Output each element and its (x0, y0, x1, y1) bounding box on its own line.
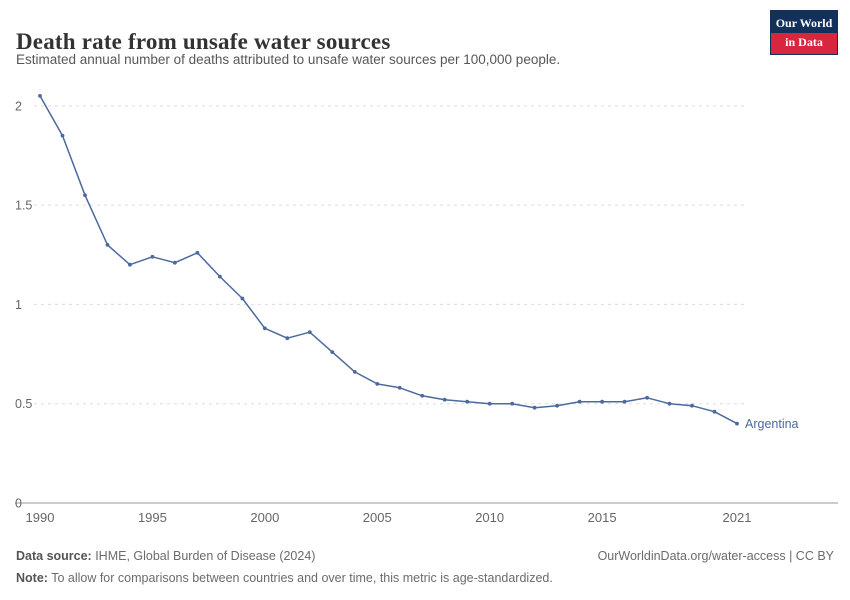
data-point-marker (577, 399, 582, 404)
data-point-marker (555, 403, 559, 408)
data-point-marker (60, 133, 65, 138)
data-point-marker (712, 409, 717, 414)
x-axis-tick-label: 2015 (588, 510, 617, 525)
data-point-marker (397, 385, 402, 390)
data-point-marker (600, 399, 604, 404)
data-point-marker (645, 395, 649, 400)
chart-footer: Data source: IHME, Global Burden of Dise… (0, 538, 850, 590)
y-axis-tick-label: 0.5 (15, 397, 32, 411)
x-axis-tick-label: 2010 (475, 510, 504, 525)
data-point-marker (307, 330, 312, 335)
owid-cc-by-link[interactable]: OurWorldinData.org/water-access | CC BY (597, 549, 834, 563)
data-point-marker (375, 382, 380, 386)
note-text: To allow for comparisons between countri… (47, 570, 553, 585)
x-axis-tick-label: 2005 (363, 510, 392, 525)
data-point-marker (442, 397, 447, 402)
x-axis-tick-label: 1990 (26, 510, 55, 525)
y-axis-tick-label: 2 (15, 99, 22, 113)
data-source-text: IHME, Global Burden of Disease (2024) (91, 549, 316, 563)
note-line: Note: To allow for comparisons between c… (16, 568, 553, 590)
page-title: Death rate from unsafe water sources (16, 29, 391, 55)
y-axis-tick-label: 0 (15, 497, 22, 511)
chart-canvas: 0 0.5 1 1.5 2 1990 1995 2000 2005 2010 2015 2021 Arg… (15, 94, 838, 525)
data-point-marker (83, 193, 87, 198)
data-point-marker (150, 254, 155, 259)
owid-logo-line2: in Data (771, 33, 837, 54)
owid-logo-line1: Our World (775, 16, 833, 30)
series-line (39, 95, 738, 425)
data-point-marker (173, 260, 177, 265)
data-point-marker (487, 401, 492, 406)
x-axis-tick-label: 2000 (250, 510, 279, 525)
data-point-marker (465, 399, 470, 404)
data-point-marker (195, 250, 200, 255)
data-point-marker (285, 336, 290, 341)
data-point-marker (735, 421, 739, 426)
x-axis-tick-label: 1995 (138, 510, 167, 525)
data-point-marker (532, 405, 537, 410)
series-label-argentina: Argentina (745, 417, 799, 431)
data-point-marker (622, 399, 627, 404)
y-axis-tick-label: 1.5 (15, 199, 32, 213)
footer-left: Data source: IHME, Global Burden of Dise… (16, 546, 553, 590)
data-point-marker (690, 403, 694, 408)
data-point-marker (330, 350, 335, 354)
x-axis-tick-label: 2021 (723, 510, 752, 525)
data-point-marker (38, 94, 42, 98)
y-axis-tick-label: 1 (15, 298, 22, 312)
data-point-marker (240, 296, 245, 301)
data-point-marker (262, 326, 267, 331)
owid-logo[interactable]: Our World in Data (771, 11, 837, 54)
data-point-marker (105, 243, 110, 247)
data-point-marker (218, 274, 222, 279)
data-source-label: Data source: (16, 549, 92, 563)
data-point-marker (510, 401, 515, 406)
data-source-line: Data source: IHME, Global Burden of Dise… (16, 546, 553, 568)
data-point-marker (667, 401, 672, 406)
data-point-marker (352, 370, 357, 374)
chart-subtitle: Estimated annual number of deaths attrib… (16, 52, 561, 67)
line-chart: 0 0.5 1 1.5 2 1990 1995 2000 2005 2010 2015 2021 Arg… (0, 76, 850, 531)
data-point-marker (127, 262, 132, 267)
note-label: Note: (16, 570, 48, 585)
data-point-marker (420, 393, 425, 398)
